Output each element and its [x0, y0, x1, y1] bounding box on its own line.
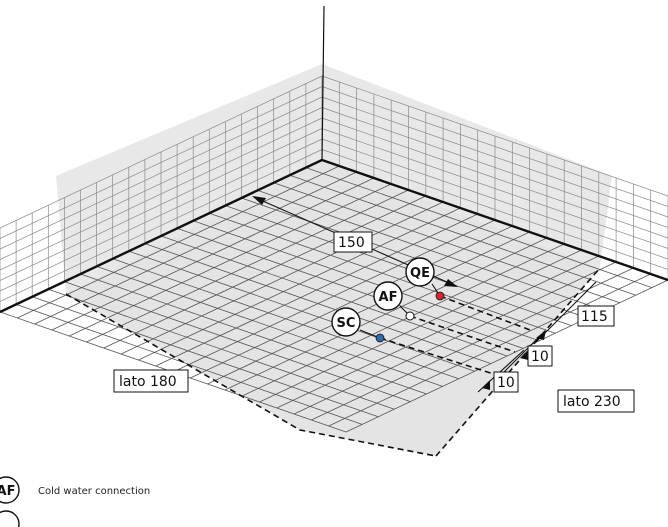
right-wall-shaded	[322, 64, 612, 268]
floor-shaded	[66, 160, 600, 456]
label-10-lower: 10	[497, 375, 515, 391]
guide-sc	[379, 337, 501, 377]
left-wall-shaded	[56, 64, 322, 294]
side-label-left: lato 180	[113, 369, 189, 393]
dimension-10-upper: 10	[499, 335, 553, 377]
floor-dashed-outline	[65, 293, 437, 457]
connection-sc: SC	[331, 307, 385, 343]
connection-af: AF	[373, 281, 415, 321]
qe-connection-dot	[435, 291, 445, 301]
side-label-right: lato 230	[557, 389, 635, 413]
floor-edge-right	[321, 158, 668, 282]
side-label-left-text: lato 180	[119, 374, 177, 390]
tag-qe: QE	[410, 266, 430, 281]
guide-af	[409, 315, 516, 353]
dimension-10-lower: 10	[477, 349, 525, 393]
label-150: 150	[338, 235, 365, 251]
tag-sc: SC	[337, 316, 356, 331]
sc-connection-dot	[375, 333, 385, 343]
connection-qe: QE	[405, 257, 445, 301]
label-115: 115	[581, 309, 608, 325]
legend: AF Cold water connection	[0, 476, 150, 527]
label-10-upper: 10	[531, 349, 549, 365]
side-label-right-text: lato 230	[563, 394, 621, 410]
tag-af: AF	[379, 290, 398, 305]
legend-af-tag: AF	[0, 484, 15, 499]
guide-qe	[439, 295, 531, 331]
wall-grid	[0, 75, 668, 313]
floor-edge-left	[0, 158, 323, 314]
vertical-axis	[321, 5, 325, 161]
dimension-115: 115	[533, 281, 615, 345]
floor-dashed-right	[435, 267, 601, 457]
af-connection-dot	[405, 311, 415, 321]
legend-af-text: Cold water connection	[38, 486, 150, 497]
floor-grid	[0, 159, 668, 433]
legend-next-tag	[0, 510, 20, 527]
